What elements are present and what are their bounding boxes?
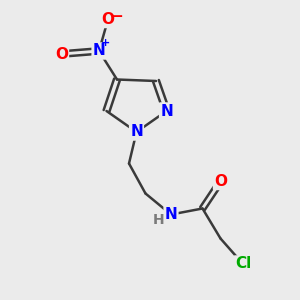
Text: N: N	[130, 124, 143, 140]
Text: O: O	[214, 174, 227, 189]
Text: O: O	[55, 46, 68, 62]
Text: O: O	[101, 12, 115, 27]
Text: N: N	[165, 207, 177, 222]
Text: +: +	[101, 38, 110, 48]
Text: N: N	[160, 103, 173, 118]
Text: Cl: Cl	[235, 256, 251, 272]
Text: N: N	[93, 44, 105, 59]
Text: H: H	[153, 213, 165, 227]
Text: −: −	[111, 9, 123, 24]
